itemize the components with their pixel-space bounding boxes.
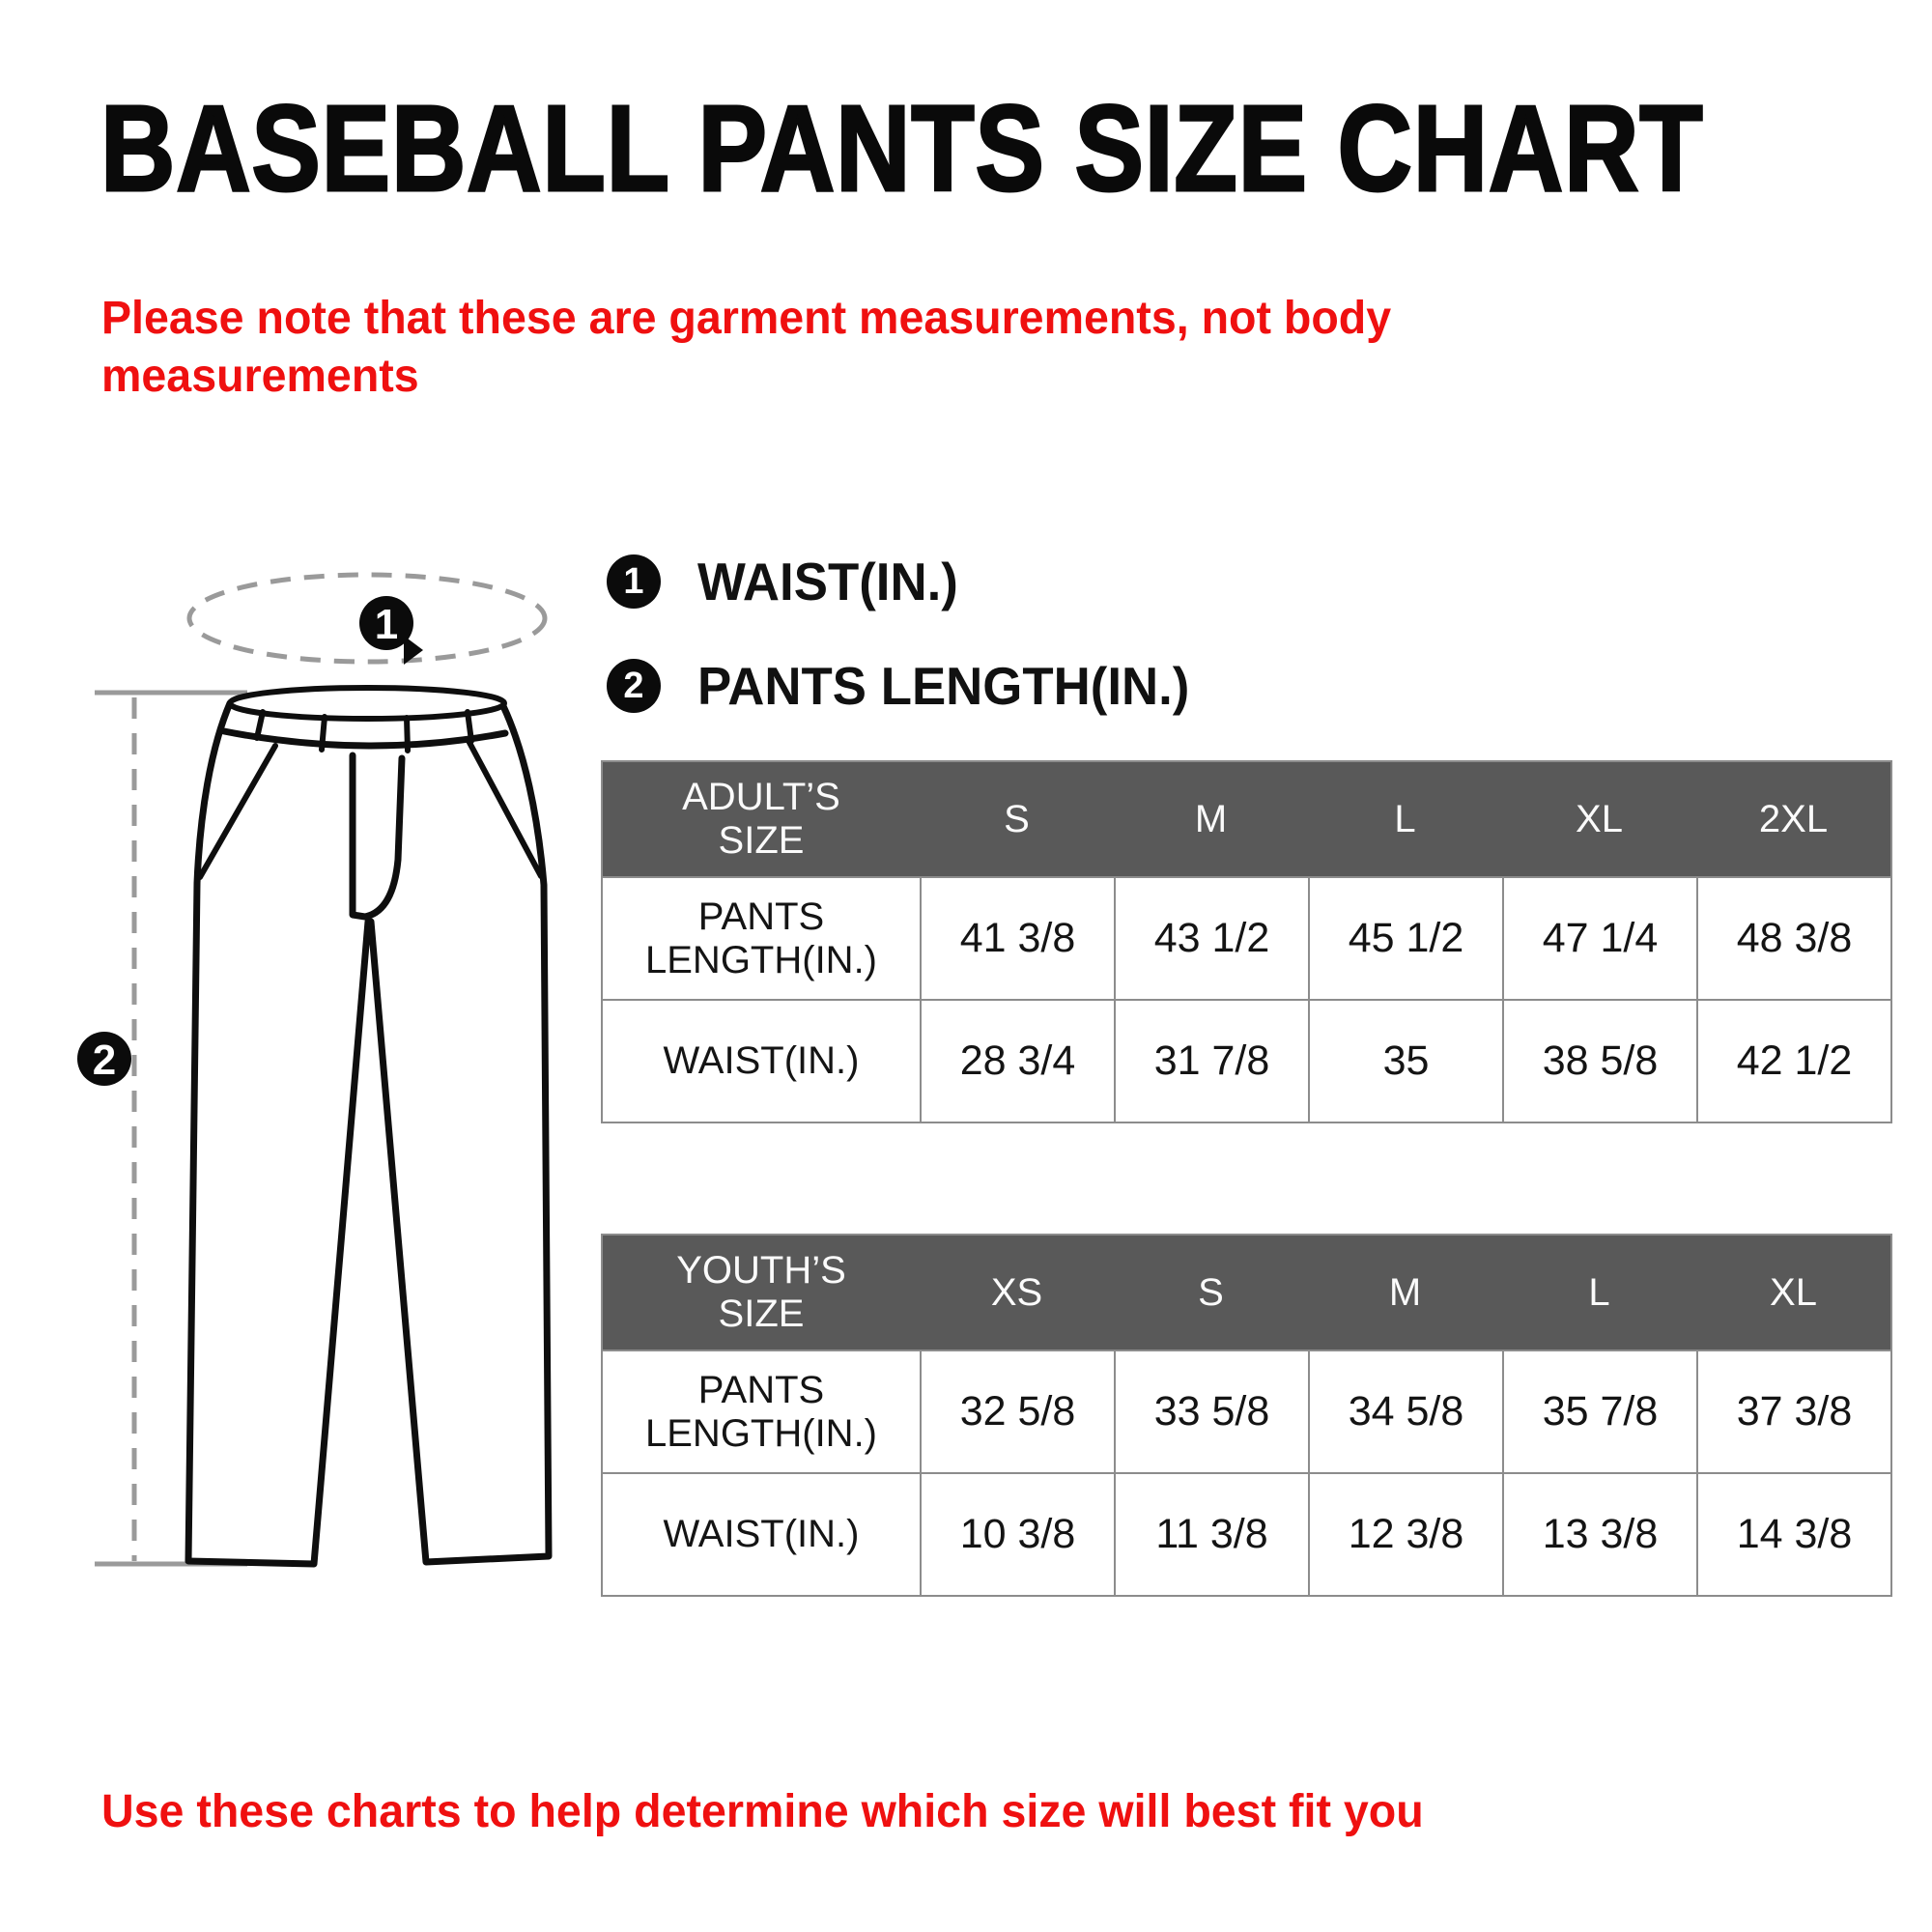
- svg-text:1: 1: [375, 601, 398, 648]
- adult-header-2xl: 2XL: [1696, 762, 1890, 876]
- figure-marker-1: 1: [359, 596, 413, 650]
- table-cell: 34 5/8: [1308, 1350, 1502, 1472]
- pocket-seams: [197, 736, 544, 880]
- table-cell: 38 5/8: [1502, 999, 1696, 1122]
- legend-badge-2: 2: [607, 659, 661, 713]
- belt-loop-ticks: [254, 709, 474, 753]
- table-cell: 28 3/4: [920, 999, 1114, 1122]
- figure-marker-2: 2: [77, 1032, 131, 1086]
- table-cell: 32 5/8: [920, 1350, 1114, 1472]
- table-cell: 35: [1308, 999, 1502, 1122]
- adult-header-row: ADULT’S SIZE S M L XL 2XL: [603, 762, 1890, 876]
- pants-outline: [185, 685, 553, 1568]
- table-cell: 43 1/2: [1114, 876, 1308, 999]
- youth-header-row: YOUTH’S SIZE XS S M L XL: [603, 1236, 1890, 1350]
- adult-header-l: L: [1308, 762, 1502, 876]
- table-cell: 42 1/2: [1696, 999, 1890, 1122]
- legend-badge-1: 1: [607, 554, 661, 609]
- youth-header-s: S: [1114, 1236, 1308, 1350]
- table-cell: 31 7/8: [1114, 999, 1308, 1122]
- fly-seam: [349, 752, 406, 921]
- table-cell: 47 1/4: [1502, 876, 1696, 999]
- pants-measurement-figure: 1 2: [77, 572, 553, 1568]
- row-label: PANTS LENGTH(IN.): [603, 876, 920, 999]
- waist-arrow-icon: [404, 636, 423, 665]
- waist-dashed-ellipse: [186, 572, 548, 665]
- footer-note: Use these charts to help determine which…: [101, 1786, 1424, 1837]
- legend-item-pants-length: 2 PANTS LENGTH(IN.): [607, 655, 1210, 717]
- youth-pants-length-row: PANTS LENGTH(IN.) 32 5/8 33 5/8 34 5/8 3…: [603, 1350, 1890, 1472]
- table-cell: 14 3/8: [1696, 1472, 1890, 1595]
- table-cell: 48 3/8: [1696, 876, 1890, 999]
- youth-header-m: M: [1308, 1236, 1502, 1350]
- table-cell: 41 3/8: [920, 876, 1114, 999]
- youth-size-table: YOUTH’S SIZE XS S M L XL PANTS LENGTH(IN…: [601, 1234, 1892, 1597]
- youth-header-xl: XL: [1696, 1236, 1890, 1350]
- row-label: WAIST(IN.): [603, 999, 920, 1122]
- table-cell: 35 7/8: [1502, 1350, 1696, 1472]
- garment-measurement-note: Please note that these are garment measu…: [101, 293, 1392, 403]
- youth-header-size: YOUTH’S SIZE: [603, 1236, 920, 1350]
- adult-size-table: ADULT’S SIZE S M L XL 2XL PANTS LENGTH(I…: [601, 760, 1892, 1123]
- table-cell: 33 5/8: [1114, 1350, 1308, 1472]
- adult-pants-length-row: PANTS LENGTH(IN.) 41 3/8 43 1/2 45 1/2 4…: [603, 876, 1890, 999]
- page-title: BASEBALL PANTS SIZE CHART: [99, 80, 1704, 216]
- adult-waist-row: WAIST(IN.) 28 3/4 31 7/8 35 38 5/8 42 1/…: [603, 999, 1890, 1122]
- table-cell: 45 1/2: [1308, 876, 1502, 999]
- table-cell: 13 3/8: [1502, 1472, 1696, 1595]
- table-cell: 10 3/8: [920, 1472, 1114, 1595]
- youth-waist-row: WAIST(IN.) 10 3/8 11 3/8 12 3/8 13 3/8 1…: [603, 1472, 1890, 1595]
- row-label: WAIST(IN.): [603, 1472, 920, 1595]
- legend-label-pants-length: PANTS LENGTH(IN.): [697, 656, 1190, 716]
- adult-header-size: ADULT’S SIZE: [603, 762, 920, 876]
- youth-header-xs: XS: [920, 1236, 1114, 1350]
- youth-header-l: L: [1502, 1236, 1696, 1350]
- table-cell: 11 3/8: [1114, 1472, 1308, 1595]
- row-label: PANTS LENGTH(IN.): [603, 1350, 920, 1472]
- measurement-legend: 1 WAIST(IN.) 2 PANTS LENGTH(IN.): [607, 551, 1210, 717]
- adult-header-m: M: [1114, 762, 1308, 876]
- table-cell: 12 3/8: [1308, 1472, 1502, 1595]
- table-cell: 37 3/8: [1696, 1350, 1890, 1472]
- adult-header-s: S: [920, 762, 1114, 876]
- legend-item-waist: 1 WAIST(IN.): [607, 551, 1210, 612]
- adult-header-xl: XL: [1502, 762, 1696, 876]
- svg-text:2: 2: [93, 1037, 116, 1084]
- legend-label-waist: WAIST(IN.): [697, 552, 958, 611]
